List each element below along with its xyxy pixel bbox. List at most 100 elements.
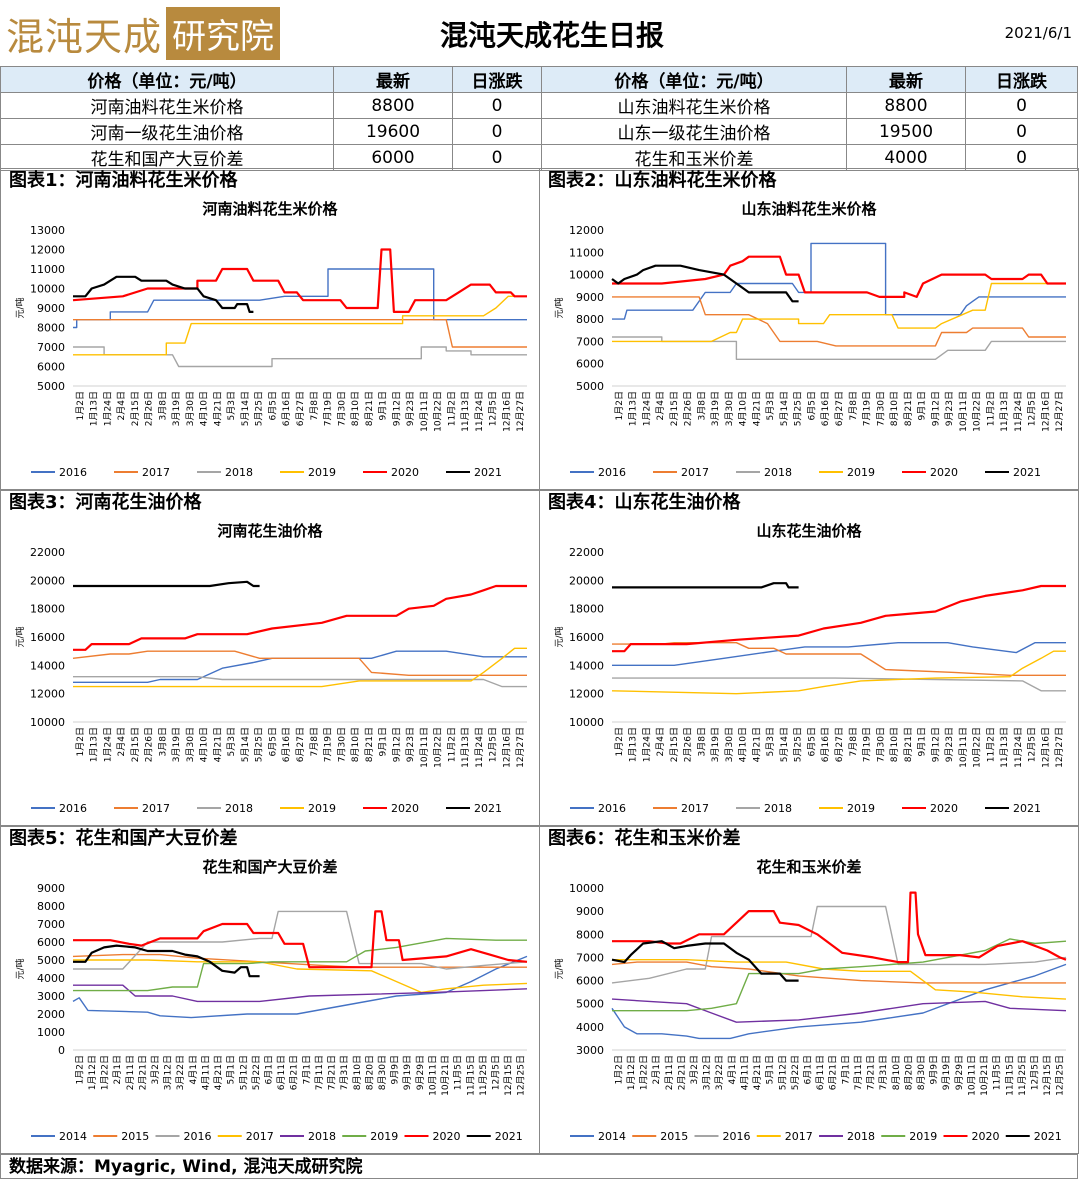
x-tick-label: 6月11日: [815, 1055, 826, 1090]
x-tick-label: 1月13日: [628, 727, 639, 762]
table-row: 河南油料花生米价格 8800 0 山东油料花生米价格 8800 0: [0, 92, 1078, 119]
table-cell: 6000: [333, 144, 453, 171]
series-line-2017: [612, 641, 1066, 677]
x-tick-label: 3月2日: [689, 1055, 700, 1084]
x-tick-label: 6月11日: [276, 1055, 287, 1090]
x-tick-label: 5月25日: [254, 727, 265, 762]
x-tick-label: 3月8日: [696, 391, 707, 420]
x-tick-label: 1月13日: [628, 391, 639, 426]
legend-label-2019: 2019: [909, 1130, 937, 1143]
x-tick-label: 6月5日: [806, 391, 817, 420]
y-tick-label: 10000: [30, 716, 65, 729]
x-tick-label: 4月11日: [739, 1055, 750, 1090]
x-tick-label: 10月22日: [433, 727, 444, 768]
x-tick-label: 2月26日: [683, 391, 694, 426]
x-tick-label: 8月10日: [352, 1055, 363, 1090]
x-tick-label: 10月11日: [427, 1055, 438, 1096]
legend-label-2016: 2016: [184, 1130, 212, 1143]
legend-label-2016: 2016: [59, 802, 87, 815]
x-tick-label: 6月27日: [295, 391, 306, 426]
x-tick-label: 2月15日: [130, 727, 141, 762]
x-tick-label: 4月10日: [199, 391, 210, 426]
x-tick-label: 1月24日: [102, 391, 113, 426]
x-tick-label: 7月19日: [323, 727, 334, 762]
table-row: 河南一级花生油价格 19600 0 山东一级花生油价格 19500 0: [0, 118, 1078, 145]
panel-title: 图表3：河南花生油价格: [9, 492, 202, 513]
series-line-2021: [73, 580, 260, 588]
x-tick-label: 3月8日: [157, 727, 168, 756]
x-tick-label: 8月20日: [903, 1055, 914, 1090]
y-tick-label: 11000: [569, 246, 604, 259]
x-tick-label: 5月3日: [226, 727, 237, 756]
x-tick-label: 5月25日: [254, 391, 265, 426]
x-tick-label: 7月19日: [862, 391, 873, 426]
x-tick-label: 12月27日: [515, 391, 526, 432]
x-tick-label: 6月5日: [267, 727, 278, 756]
x-tick-label: 12月16日: [501, 391, 512, 432]
y-tick-label: 10000: [569, 269, 604, 282]
series-line-2018: [611, 998, 1067, 1023]
x-tick-label: 5月14日: [240, 391, 251, 426]
x-tick-label: 8月30日: [916, 1055, 927, 1090]
y-tick-label: 6000: [37, 936, 65, 949]
data-source: 数据来源：Myagric, Wind, 混沌天成研究院: [0, 1154, 1078, 1179]
y-tick-label: 3000: [576, 1044, 604, 1057]
legend-label-2016: 2016: [59, 466, 87, 479]
x-tick-label: 4月21日: [751, 727, 762, 762]
legend-label-2017: 2017: [681, 802, 709, 815]
x-tick-label: 10月21日: [979, 1055, 990, 1096]
x-tick-label: 6月1日: [263, 1055, 274, 1084]
x-tick-label: 12月5日: [488, 391, 499, 426]
logo: 混沌天成 研究院: [6, 6, 281, 60]
series-line-2020: [612, 891, 1067, 964]
x-tick-label: 4月21日: [213, 1055, 224, 1090]
chart-title: 河南花生油价格: [217, 522, 323, 540]
x-tick-label: 2月26日: [683, 727, 694, 762]
y-tick-label: 20000: [30, 574, 65, 587]
y-tick-label: 16000: [569, 631, 604, 644]
legend-label-2021: 2021: [495, 1130, 523, 1143]
legend-label-2020: 2020: [930, 466, 958, 479]
series-line-2020: [73, 584, 527, 651]
series-line-2018: [73, 675, 527, 688]
chart-panel-5: 图表5：花生和国产大豆价差 花生和国产大豆价差 元/吨 0 1000 2000 3000 4…: [0, 826, 540, 1154]
x-tick-label: 7月30日: [336, 391, 347, 426]
y-tick-label: 14000: [30, 659, 65, 672]
x-tick-label: 10月11日: [958, 727, 969, 768]
x-tick-label: 10月11日: [419, 391, 430, 432]
x-tick-label: 6月16日: [281, 727, 292, 762]
x-tick-label: 4月11日: [200, 1055, 211, 1090]
series-line-2020: [612, 584, 1066, 653]
legend-label-2014: 2014: [598, 1130, 626, 1143]
x-tick-label: 5月12日: [777, 1055, 788, 1090]
x-tick-label: 6月5日: [267, 391, 278, 420]
x-tick-label: 2月15日: [669, 727, 680, 762]
x-tick-label: 2月4日: [655, 727, 666, 756]
x-tick-label: 12月15日: [503, 1055, 514, 1096]
x-tick-label: 3月19日: [171, 727, 182, 762]
x-tick-label: 7月31日: [878, 1055, 889, 1090]
x-tick-label: 7月8日: [848, 391, 859, 420]
x-tick-label: 12月16日: [501, 727, 512, 768]
series-line-2018: [612, 336, 1066, 361]
chart-panel-6: 图表6：花生和玉米价差 花生和玉米价差 元/吨 3000 4000 5000 6000 70…: [539, 826, 1079, 1154]
series-line-2019: [612, 938, 1067, 1012]
legend-label-2016: 2016: [598, 466, 626, 479]
table-cell: 0: [452, 118, 542, 145]
table-cell: 0: [965, 118, 1078, 145]
x-tick-label: 12月27日: [515, 727, 526, 768]
x-tick-label: 7月8日: [309, 391, 320, 420]
x-tick-label: 11月5日: [453, 1055, 464, 1090]
x-tick-label: 8月10日: [889, 391, 900, 426]
legend-label-2018: 2018: [225, 466, 253, 479]
table-cell: 0: [452, 92, 542, 119]
table-cell: 河南一级花生油价格: [0, 118, 334, 145]
legend-label-2018: 2018: [225, 802, 253, 815]
y-tick-label: 0: [58, 1044, 65, 1057]
series-line-2021: [73, 275, 254, 314]
series-line-2016: [73, 910, 528, 970]
x-tick-label: 6月16日: [820, 391, 831, 426]
legend-label-2017: 2017: [142, 802, 170, 815]
y-tick-label: 12000: [30, 688, 65, 701]
